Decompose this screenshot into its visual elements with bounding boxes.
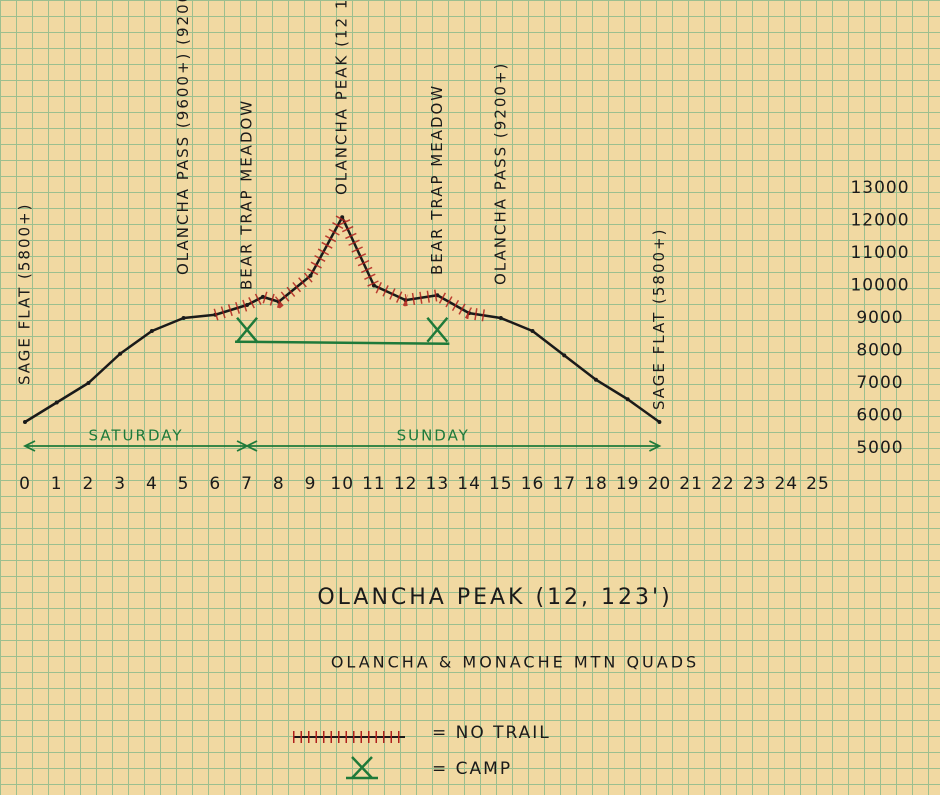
x-tick-label: 13 <box>426 474 450 494</box>
elevation-point <box>23 420 27 424</box>
x-tick-label: 9 <box>305 474 317 494</box>
x-tick-label: 21 <box>679 474 703 494</box>
x-tick-label: 15 <box>489 474 513 494</box>
x-tick-label: 19 <box>616 474 640 494</box>
elevation-point <box>625 397 630 402</box>
chart-title: OLANCHA PEAK (12, 123') <box>317 585 672 610</box>
day-label: SATURDAY <box>89 427 184 445</box>
annotation: SAGE FLAT (5800+) <box>16 203 34 385</box>
x-tick-label: 10 <box>330 474 354 494</box>
x-tick-label: 23 <box>743 474 767 494</box>
x-tick-label: 17 <box>552 474 576 494</box>
annotation: OLANCHA PASS (9600+) (9200+) <box>174 0 192 275</box>
x-tick-label: 14 <box>457 474 481 494</box>
x-tick-label: 5 <box>178 474 190 494</box>
elevation-point <box>86 381 91 385</box>
y-tick-label: 9000 <box>856 308 903 328</box>
x-tick-label: 3 <box>114 474 126 494</box>
y-tick-label: 12000 <box>850 211 909 231</box>
camp-marker <box>236 316 259 343</box>
elevation-point <box>245 303 250 307</box>
x-tick-label: 8 <box>273 474 285 494</box>
camp-marker <box>426 316 449 343</box>
y-tick-label: 8000 <box>856 341 903 361</box>
legend-camp: = CAMP <box>432 759 512 779</box>
elevation-point <box>593 377 598 382</box>
camp-link <box>235 340 450 345</box>
x-tick-label: 4 <box>146 474 158 494</box>
elevation-point <box>371 283 376 288</box>
x-tick-label: 24 <box>774 474 798 494</box>
x-tick-label: 11 <box>362 474 386 494</box>
elevation-point <box>181 316 186 320</box>
y-tick-label: 10000 <box>850 276 909 296</box>
elevation-point <box>149 329 154 333</box>
x-tick-label: 25 <box>806 474 830 494</box>
legend-no-trail: = NO TRAIL <box>432 723 551 743</box>
y-tick-label: 11000 <box>850 243 909 263</box>
x-tick-label: 20 <box>648 474 672 494</box>
y-tick-label: 13000 <box>850 178 909 198</box>
x-tick-label: 0 <box>19 474 31 494</box>
annotation: SAGE FLAT (5800+) <box>650 228 668 410</box>
y-tick-label: 6000 <box>856 406 903 426</box>
annotation: OLANCHA PASS (9200+) <box>491 62 509 285</box>
elevation-point <box>118 351 123 356</box>
elevation-point <box>657 420 662 424</box>
annotation: BEAR TRAP MEADOW <box>428 84 446 275</box>
annotation: OLANCHA PEAK (12 123) <box>333 0 351 195</box>
legend-camp-marker <box>346 756 378 780</box>
elevation-point <box>54 400 59 405</box>
y-tick-label: 5000 <box>856 438 903 458</box>
chart-subtitle: OLANCHA & MONACHE MTN QUADS <box>331 653 699 672</box>
x-tick-label: 22 <box>711 474 735 494</box>
x-tick-label: 12 <box>394 474 418 494</box>
x-tick-label: 18 <box>584 474 608 494</box>
elevation-point <box>260 294 265 299</box>
no-trail-hatch <box>213 203 486 322</box>
day-arrowhead <box>245 440 662 452</box>
elevation-line <box>24 216 661 424</box>
day-label: SUNDAY <box>397 427 470 445</box>
x-tick-label: 6 <box>209 474 221 494</box>
x-tick-label: 16 <box>521 474 545 494</box>
x-tick-label: 2 <box>83 474 95 494</box>
x-tick-label: 1 <box>51 474 63 494</box>
elevation-point <box>530 329 535 333</box>
elevation-point <box>562 353 567 358</box>
elevation-point <box>308 273 313 278</box>
x-tick-label: 7 <box>241 474 253 494</box>
y-tick-label: 7000 <box>856 373 903 393</box>
annotation: BEAR TRAP MEADOW <box>238 99 256 290</box>
elevation-point <box>498 316 503 320</box>
